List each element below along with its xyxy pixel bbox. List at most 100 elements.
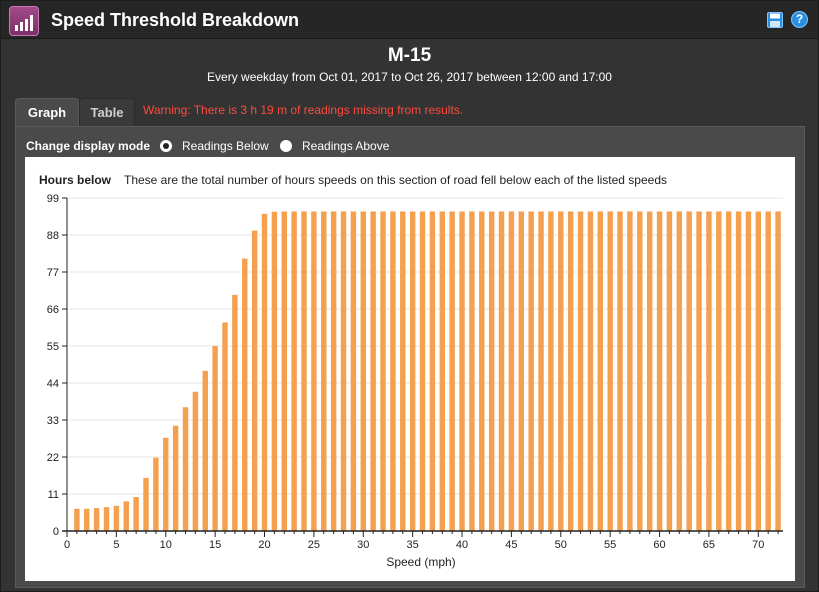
bar [212,346,218,531]
bar [538,211,544,532]
bar [370,211,376,532]
x-tick-label: 45 [505,539,517,551]
bar [498,211,505,532]
bar [548,211,554,532]
bar [577,211,584,532]
bar [429,211,436,532]
y-tick-label: 55 [47,341,59,353]
bar [321,211,327,532]
bar [479,211,485,532]
y-tick-label: 44 [47,378,59,390]
radio-readings-below[interactable] [160,140,172,152]
bar [301,211,307,532]
bar [597,211,604,532]
bar [676,211,683,532]
x-tick-label: 15 [209,539,221,551]
y-tick-label: 0 [53,526,59,538]
bar [271,211,278,532]
road-name: M-15 [387,45,432,66]
x-tick-label: 65 [703,539,715,551]
missing-readings-warning: Warning: There is 3 h 19 m of readings m… [143,103,464,117]
bar [686,211,692,532]
bar [696,211,702,532]
bar [153,457,159,531]
bar [735,211,742,532]
tab-table[interactable]: Table [79,98,135,126]
bar [508,211,515,532]
bar [84,508,90,531]
signal-bars-icon [9,6,39,36]
bar [637,211,643,532]
x-tick-label: 5 [113,539,119,551]
bar [311,211,317,532]
x-tick-label: 10 [160,539,172,551]
bar [400,211,406,532]
bar [182,407,189,531]
bar [725,211,732,532]
x-tick-label: 35 [407,539,419,551]
x-tick-label: 40 [456,539,468,551]
bar [518,211,525,532]
bar [656,211,663,532]
bar [281,211,287,532]
bar [449,211,455,532]
x-axis-label: Speed (mph) [386,555,455,569]
bar [607,211,613,532]
bar [123,501,129,531]
question-icon: ? [795,12,804,26]
chart-title: Hours below [39,173,112,187]
bar [488,211,495,532]
bar [350,211,357,532]
bar [74,508,80,531]
help-button[interactable]: ? [791,11,808,28]
x-tick-label: 25 [308,539,320,551]
bar [242,258,248,531]
save-button[interactable] [767,12,783,28]
bar [706,211,712,532]
x-tick-label: 55 [604,539,616,551]
bar [291,211,297,532]
radio-readings-below-label[interactable]: Readings Below [182,139,269,153]
x-tick-label: 70 [752,539,764,551]
tab-graph[interactable]: Graph [15,98,79,126]
bar [340,211,347,532]
bar [587,211,594,532]
bar [113,505,120,531]
bar [103,507,110,531]
display-mode-label: Change display mode [26,139,151,153]
floppy-disk-icon [767,12,783,28]
y-tick-label: 33 [47,415,59,427]
bar [716,211,722,532]
bar [765,211,771,532]
bar [469,211,475,532]
bar [627,211,633,532]
bar [755,211,762,532]
bar [232,294,238,531]
radio-readings-above[interactable] [280,140,292,152]
bar [251,230,258,532]
bar [646,211,653,532]
bar [528,211,534,532]
bar [567,211,574,532]
x-tick-label: 30 [357,539,369,551]
y-tick-label: 22 [47,452,59,464]
radio-readings-above-label[interactable]: Readings Above [302,139,390,153]
y-tick-label: 66 [47,304,59,316]
chart-subtitle: These are the total number of hours spee… [124,173,667,187]
y-tick-label: 88 [47,230,59,242]
y-tick-label: 99 [47,193,59,205]
bar [558,211,564,532]
bar [419,211,426,532]
bar [775,211,781,532]
report-subtitle: Every weekday from Oct 01, 2017 to Oct 2… [207,70,612,84]
title-bar: Speed Threshold Breakdown ? [1,1,818,39]
graph-panel: Change display mode Readings Below Readi… [15,126,805,588]
bar [93,508,100,531]
bar [330,211,337,532]
bar [459,211,465,532]
window-title: Speed Threshold Breakdown [51,10,300,30]
bar [380,211,386,532]
bar [202,370,208,531]
bar [360,211,366,532]
